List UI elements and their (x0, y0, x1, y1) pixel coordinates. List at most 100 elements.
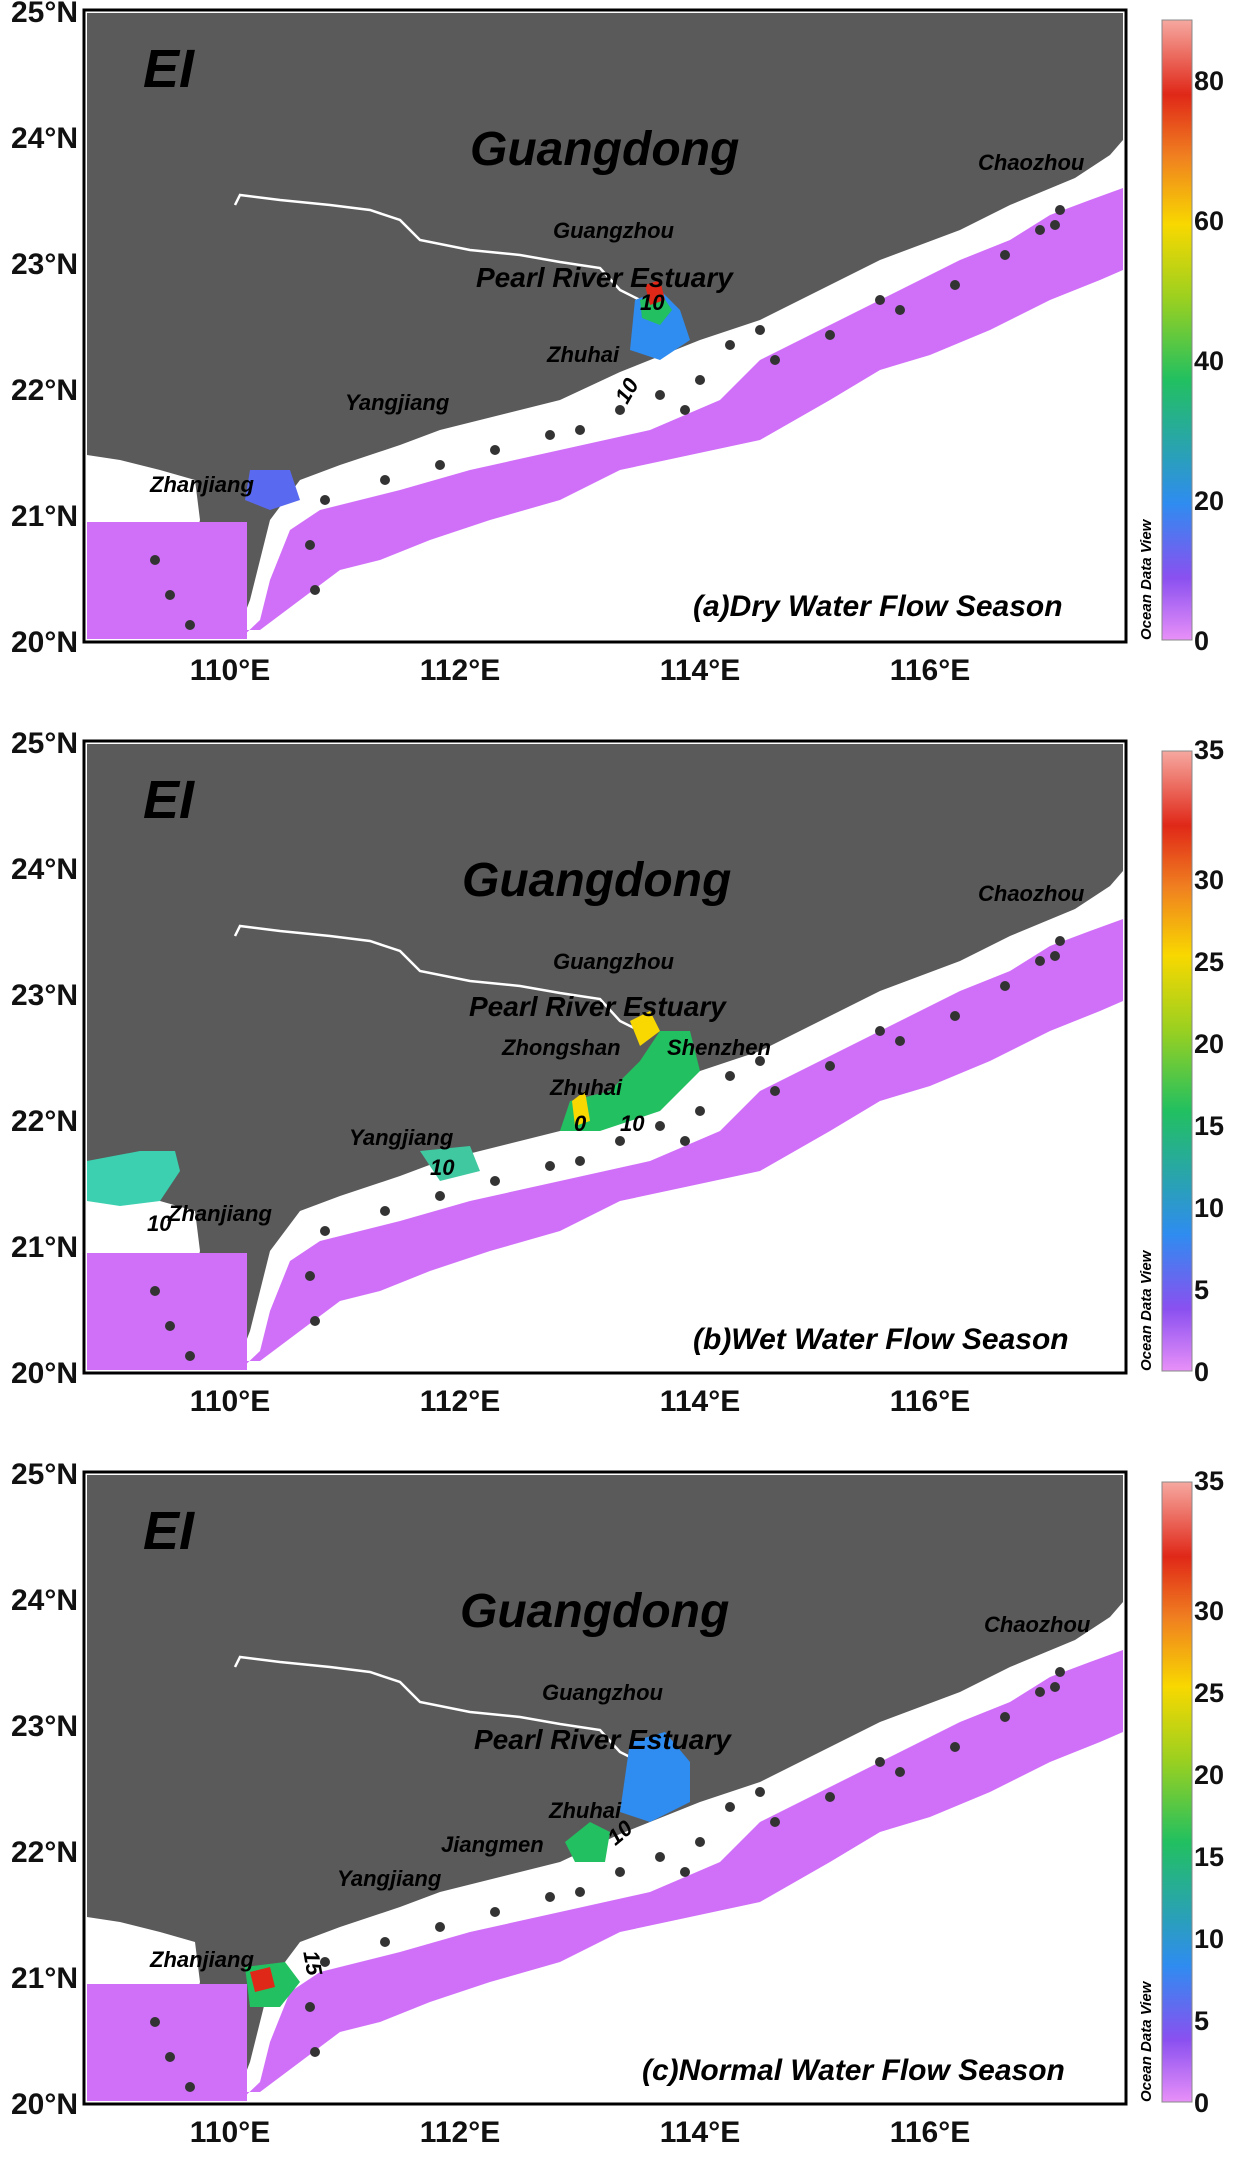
contour-label: 10 (147, 1211, 172, 1236)
lon-label-112: 112°E (419, 654, 501, 687)
city-estuary: Pearl River Estuary (476, 262, 733, 293)
lat-label-24: 24°N (10, 122, 78, 155)
colorbar-credit: Ocean Data View (1138, 519, 1155, 640)
colorbar-tick: 20 (1194, 1760, 1225, 1790)
sea-region (87, 919, 1123, 1370)
map-title: EI (143, 39, 195, 99)
lon-label-114: 114°E (659, 654, 741, 687)
hotspot-jiangmen (565, 1822, 610, 1862)
lat-label-23: 23°N (10, 1710, 78, 1743)
hotspot-zhanjiang-peak (250, 1967, 275, 1992)
colorbar-credit: Ocean Data View (1138, 1981, 1155, 2102)
hotspot-estuary (560, 1031, 700, 1131)
colorbar (1161, 19, 1193, 641)
map-panel-dry: 25°N 24°N 23°N 22°N 21°N 20°N 110°E 112°… (0, 0, 1240, 718)
contour-label: 0 (574, 1111, 587, 1136)
colorbar-tick: 35 (1194, 735, 1225, 765)
season-label: (a)Dry Water Flow Season (693, 590, 1063, 623)
lat-label-20: 20°N (10, 626, 78, 659)
city-chaozhou: Chaozhou (978, 881, 1085, 906)
hotspot-zhanjiang (245, 470, 300, 510)
lat-label-22: 22°N (10, 1105, 78, 1138)
city-guangzhou: Guangzhou (553, 949, 674, 974)
lat-label-22: 22°N (10, 1836, 78, 1869)
city-zhanjiang: Zhanjiang (150, 1947, 254, 1972)
hotspot-zhongshan (572, 1091, 590, 1126)
colorbar-tick: 5 (1194, 2006, 1210, 2036)
lon-label-116: 116°E (889, 654, 971, 687)
colorbar-tick: 35 (1194, 1466, 1225, 1496)
contour-label: 15 (298, 1948, 328, 1978)
map-panel-normal: 25°N 24°N 23°N 22°N 21°N 20°N 110°E 112°… (0, 1458, 1240, 2180)
lat-label-25: 25°N (10, 727, 78, 760)
hotspot-estuary (620, 1732, 690, 1822)
city-jiangmen: Jiangmen (441, 1832, 544, 1857)
region-label: Guangdong (470, 123, 740, 176)
lon-label-116: 116°E (889, 2116, 971, 2149)
map-title: EI (143, 770, 195, 830)
city-chaozhou: Chaozhou (978, 150, 1085, 175)
map-svg (82, 1470, 1193, 2106)
city-zhuhai: Zhuhai (549, 1798, 622, 1823)
season-label: (c)Normal Water Flow Season (642, 2054, 1065, 2087)
colorbar (1161, 1481, 1193, 2103)
colorbar-tick: 15 (1194, 1111, 1225, 1141)
colorbar-tick: 10 (1194, 1193, 1225, 1223)
lon-label-110: 110°E (189, 654, 271, 687)
lat-label-23: 23°N (10, 979, 78, 1012)
hotspot-estuary-peak (630, 1011, 660, 1046)
sea-region (87, 188, 1123, 639)
land-mass (87, 1475, 1123, 2101)
lat-label-25: 25°N (10, 0, 78, 29)
hotspot-yangjiang (420, 1146, 480, 1181)
city-guangzhou: Guangzhou (542, 1680, 663, 1705)
city-zhanjiang: Zhanjiang (168, 1201, 272, 1226)
lat-label-20: 20°N (10, 1357, 78, 1390)
lat-label-21: 21°N (10, 1231, 78, 1264)
map-panel-wet: 25°N 24°N 23°N 22°N 21°N 20°N 110°E 112°… (0, 727, 1240, 1449)
hotspot-zhanjiang (87, 1151, 180, 1206)
lon-label-116: 116°E (889, 1385, 971, 1418)
river-line (233, 924, 641, 1033)
colorbar-tick: 60 (1194, 206, 1225, 236)
colorbar-tick: 30 (1194, 865, 1225, 895)
colorbar-tick: 10 (1194, 1924, 1225, 1954)
colorbar-tick: 20 (1194, 486, 1225, 516)
lon-label-112: 112°E (419, 1385, 501, 1418)
lat-label-20: 20°N (10, 2088, 78, 2121)
station-markers (150, 1667, 1065, 2092)
lon-label-114: 114°E (659, 1385, 741, 1418)
city-zhanjiang: Zhanjiang (150, 472, 254, 497)
colorbar-tick: 0 (1194, 626, 1210, 656)
lat-label-21: 21°N (10, 1962, 78, 1995)
colorbar-tick: 25 (1194, 947, 1225, 977)
city-shenzhen: Shenzhen (667, 1035, 771, 1060)
city-estuary: Pearl River Estuary (474, 1724, 731, 1755)
lon-label-114: 114°E (659, 2116, 741, 2149)
sea-region (87, 1650, 1123, 2101)
colorbar-tick: 20 (1194, 1029, 1225, 1059)
hotspot-estuary-peak (645, 280, 665, 305)
colorbar-tick: 30 (1194, 1596, 1225, 1626)
colorbar-tick: 0 (1194, 2088, 1210, 2118)
lon-label-110: 110°E (189, 2116, 271, 2149)
map-title: EI (143, 1501, 195, 1561)
city-yangjiang: Yangjiang (349, 1125, 454, 1150)
city-guangzhou: Guangzhou (553, 218, 674, 243)
station-markers (150, 205, 1065, 630)
city-estuary: Pearl River Estuary (469, 991, 726, 1022)
city-chaozhou: Chaozhou (984, 1612, 1091, 1637)
sea-strip (87, 1253, 247, 1370)
sea-strip (87, 1984, 247, 2101)
city-zhongshan: Zhongshan (502, 1035, 621, 1060)
region-label: Guangdong (460, 1585, 730, 1638)
colorbar-tick: 25 (1194, 1678, 1225, 1708)
lat-label-24: 24°N (10, 853, 78, 886)
city-zhuhai: Zhuhai (547, 342, 620, 367)
lat-label-21: 21°N (10, 500, 78, 533)
city-yangjiang: Yangjiang (337, 1866, 442, 1891)
colorbar-tick: 5 (1194, 1275, 1210, 1305)
colorbar-tick: 15 (1194, 1842, 1225, 1872)
river-line (233, 1655, 641, 1764)
river-line (233, 193, 641, 302)
